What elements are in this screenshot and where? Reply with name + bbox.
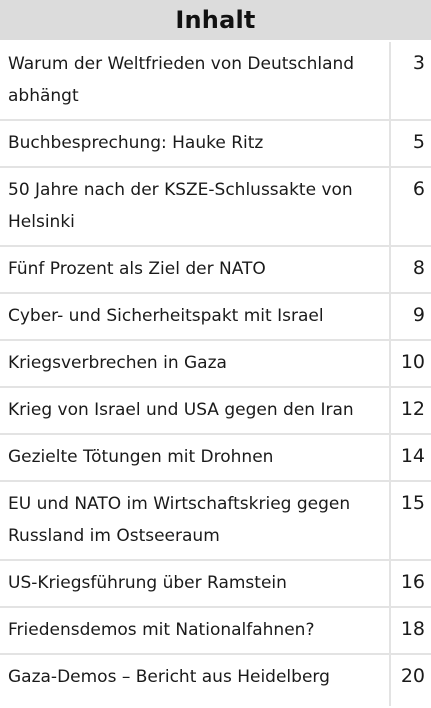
toc-entry-title: US-Kriegsführung über Ramstein — [0, 561, 391, 606]
toc-entry-title: Gaza-Demos – Bericht aus Heidelberg — [0, 655, 391, 706]
toc-header: Inhalt — [0, 0, 431, 42]
toc-entry[interactable]: Cyber- und Sicherheitspakt mit Israel 9 — [0, 294, 431, 341]
toc-entry[interactable]: 50 Jahre nach der KSZE-Schlussakte von H… — [0, 168, 431, 247]
toc-entry[interactable]: Gaza-Demos – Bericht aus Heidelberg 20 — [0, 655, 431, 706]
toc-entry[interactable]: Kriegsverbrechen in Gaza 10 — [0, 341, 431, 388]
toc-entry[interactable]: Friedensdemos mit Nationalfahnen? 18 — [0, 608, 431, 655]
toc-title: Inhalt — [175, 6, 256, 34]
toc-entry-page: 3 — [412, 52, 425, 74]
toc-entry[interactable]: Fünf Prozent als Ziel der NATO 8 — [0, 247, 431, 294]
toc-list: Warum der Weltfrieden von Deutschland ab… — [0, 42, 431, 708]
toc-entry-title: Friedensdemos mit Nationalfahnen? — [0, 608, 391, 653]
toc-entry-page: 5 — [412, 131, 425, 153]
toc-entry[interactable]: Gezielte Tötungen mit Drohnen 14 — [0, 435, 431, 482]
toc-entry[interactable]: Warum der Weltfrieden von Deutschland ab… — [0, 42, 431, 121]
toc-entry-page: 8 — [412, 257, 425, 279]
toc-entry-title: Kriegsverbrechen in Gaza — [0, 341, 391, 386]
toc-entry-title: Krieg von Israel und USA gegen den Iran — [0, 388, 391, 433]
toc-entry[interactable]: Krieg von Israel und USA gegen den Iran … — [0, 388, 431, 435]
toc-entry-title: Warum der Weltfrieden von Deutschland ab… — [0, 42, 391, 119]
toc-entry-title: Buchbesprechung: Hauke Ritz — [0, 121, 391, 166]
toc-entry-page: 10 — [400, 351, 425, 373]
toc-entry-page: 12 — [400, 398, 425, 420]
toc-entry-page: 16 — [400, 571, 425, 593]
toc-entry-page: 9 — [412, 304, 425, 326]
toc-entry-title: Cyber- und Sicherheitspakt mit Israel — [0, 294, 391, 339]
toc-entry-title: Gezielte Tötungen mit Drohnen — [0, 435, 391, 480]
toc-entry-page: 15 — [400, 492, 425, 514]
toc-entry-title: 50 Jahre nach der KSZE-Schlussakte von H… — [0, 168, 391, 245]
toc-entry-page: 6 — [412, 178, 425, 200]
toc-entry-title: Fünf Prozent als Ziel der NATO — [0, 247, 391, 292]
toc-entry[interactable]: US-Kriegsführung über Ramstein 16 — [0, 561, 431, 608]
toc-entry-title: EU und NATO im Wirtschaftskrieg gegen Ru… — [0, 482, 391, 559]
toc-entry[interactable]: Buchbesprechung: Hauke Ritz 5 — [0, 121, 431, 168]
toc-entry-page: 20 — [400, 665, 425, 687]
toc-entry-page: 14 — [400, 445, 425, 467]
toc-entry[interactable]: EU und NATO im Wirtschaftskrieg gegen Ru… — [0, 482, 431, 561]
toc-entry-page: 18 — [400, 618, 425, 640]
